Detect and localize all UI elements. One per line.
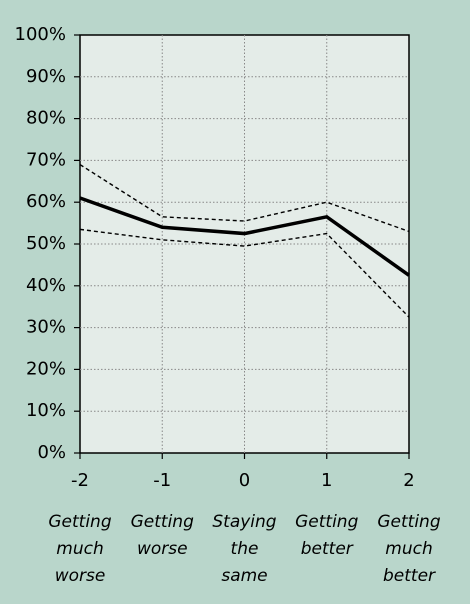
- y-tick-label: 60%: [26, 191, 66, 212]
- x-tick-label: -1: [153, 470, 171, 491]
- x-description: Getting: [377, 512, 440, 532]
- y-tick-label: 40%: [26, 275, 66, 296]
- y-tick-label: 90%: [26, 66, 66, 87]
- y-tick-label: 50%: [26, 233, 66, 254]
- x-description: worse: [137, 539, 188, 559]
- x-description: Getting: [295, 512, 358, 532]
- series-line: [79, 196, 411, 277]
- x-description: better: [301, 539, 354, 559]
- x-tick-label: 1: [321, 470, 332, 491]
- x-description: same: [221, 566, 267, 586]
- y-tick-label: 10%: [26, 400, 66, 421]
- y-tick-label: 100%: [15, 24, 66, 45]
- y-tick-label: 30%: [26, 317, 66, 338]
- x-description: Staying: [212, 512, 276, 532]
- x-description: the: [231, 539, 259, 559]
- x-description: Getting: [48, 512, 111, 532]
- series-line: [79, 163, 410, 233]
- x-tick-label: 0: [239, 470, 250, 491]
- y-tick-label: 0%: [37, 442, 66, 463]
- y-tick-label: 20%: [26, 358, 66, 379]
- x-description: worse: [55, 566, 106, 586]
- x-tick-label: 2: [403, 470, 414, 491]
- x-description: Getting: [131, 512, 194, 532]
- x-description: better: [383, 566, 436, 586]
- x-description: much: [385, 539, 432, 559]
- x-description: much: [56, 539, 103, 559]
- y-tick-label: 80%: [26, 108, 66, 129]
- y-tick-label: 70%: [26, 149, 66, 170]
- x-tick-label: -2: [71, 470, 89, 491]
- series-line: [79, 228, 410, 318]
